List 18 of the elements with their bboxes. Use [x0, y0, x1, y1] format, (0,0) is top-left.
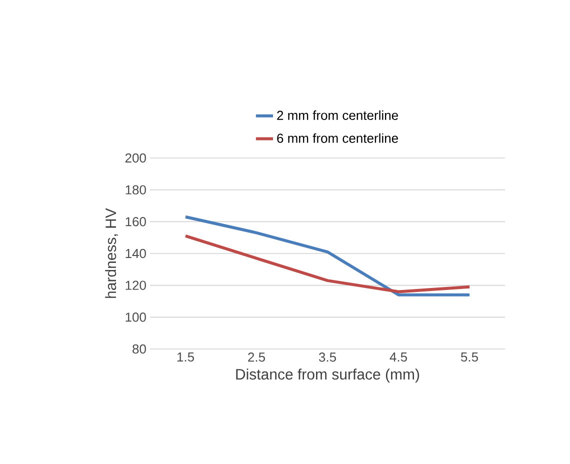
y-tick-label: 140	[126, 248, 146, 258]
x-tick-label: 3.5	[318, 352, 336, 362]
y-tick-label: 100	[126, 312, 146, 322]
x-tick-label: 1.5	[177, 352, 194, 362]
x-tick-label: 2.5	[248, 352, 265, 362]
line-series	[184, 234, 471, 294]
x-tick-label: 4.5	[390, 352, 407, 362]
y-tick-label: 200	[125, 153, 146, 163]
y-tick-label: 160	[126, 217, 146, 226]
legend-label: 6 mm from centerline	[277, 133, 398, 143]
line-series	[184, 215, 471, 296]
legend-label: 2 mm from centerline	[277, 110, 398, 120]
y-tick-label: 80	[132, 344, 146, 354]
x-axis-title: Distance from surface (mm)	[236, 368, 420, 383]
y-tick-label: 180	[126, 185, 146, 194]
y-tick-label: 120	[126, 280, 146, 290]
x-tick-label: 5.5	[460, 352, 478, 362]
y-axis-title: hardness, HV	[105, 208, 118, 298]
